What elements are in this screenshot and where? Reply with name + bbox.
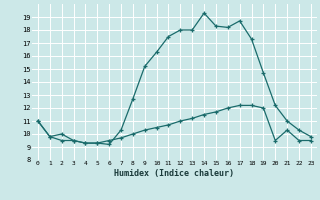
X-axis label: Humidex (Indice chaleur): Humidex (Indice chaleur) bbox=[115, 169, 234, 178]
